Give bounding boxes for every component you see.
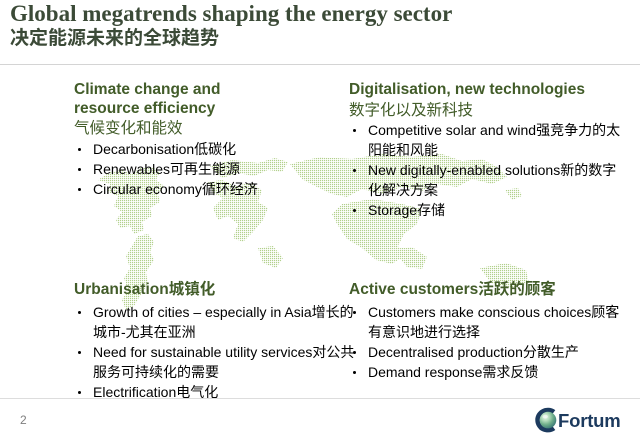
svg-text:Fortum: Fortum [558,410,621,431]
